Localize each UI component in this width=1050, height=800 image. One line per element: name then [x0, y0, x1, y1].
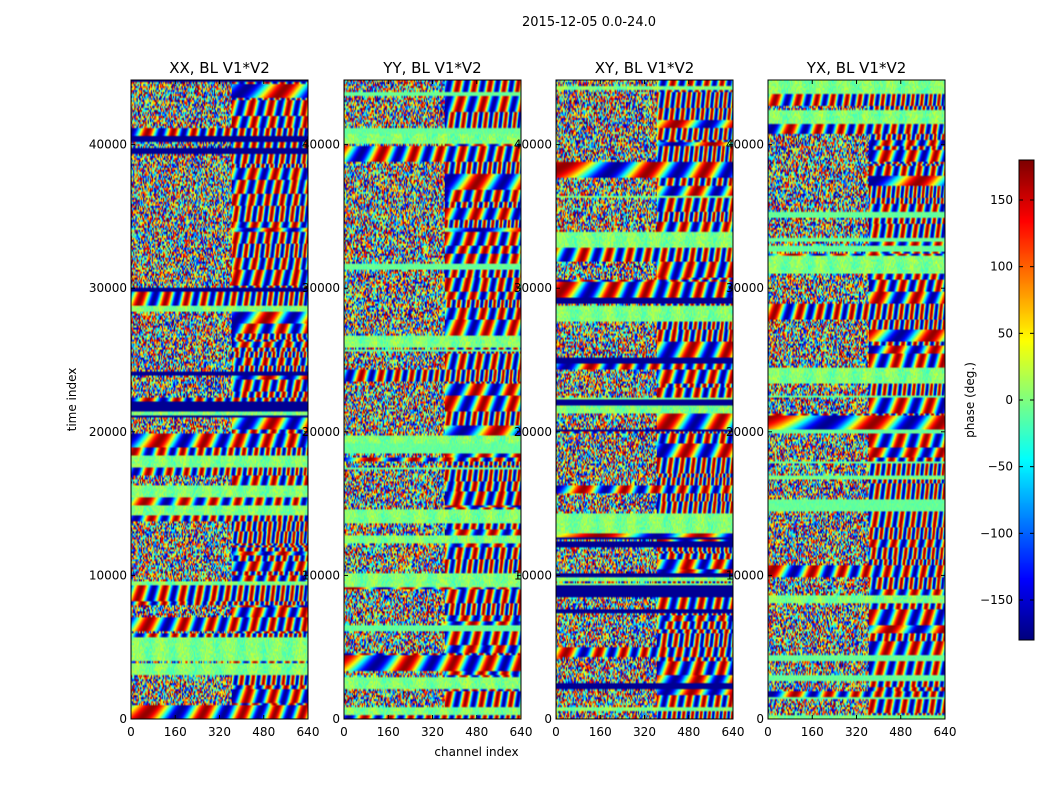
y-tick-label: 40000 — [514, 138, 552, 152]
y-tick-label: 0 — [544, 712, 552, 726]
y-tick-label: 30000 — [89, 281, 127, 295]
x-tick-label: 480 — [465, 725, 488, 739]
heatmap-image — [344, 80, 521, 719]
y-tick-label: 40000 — [726, 138, 764, 152]
panel-title: YY, BL V1*V2 — [382, 59, 481, 77]
x-tick-label: 160 — [801, 725, 824, 739]
x-tick-label: 480 — [889, 725, 912, 739]
colorbar-tick-label: −100 — [980, 526, 1013, 540]
panel-4: YX, BL V1*V2 0 160 320 480 640 0 10000 20000 3000… — [726, 59, 957, 739]
y-tick-label: 10000 — [726, 568, 764, 582]
x-tick-label: 160 — [589, 725, 612, 739]
y-tick-label: 0 — [756, 712, 764, 726]
x-tick-label: 320 — [845, 725, 868, 739]
y-tick-label: 20000 — [89, 425, 127, 439]
panel-3: XY, BL V1*V2 0 160 320 480 640 0 10000 20000 3000… — [514, 59, 745, 739]
x-tick-label: 640 — [722, 725, 745, 739]
panel-1: XX, BL V1*V2 0 160 320 480 640 0 10000 20000 3000… — [65, 59, 319, 739]
x-tick-label: 0 — [127, 725, 135, 739]
y-tick-label: 30000 — [302, 281, 340, 295]
y-tick-label: 30000 — [726, 281, 764, 295]
x-tick-label: 320 — [421, 725, 444, 739]
colorbar-tick-label: 100 — [990, 260, 1013, 274]
x-tick-label: 320 — [208, 725, 231, 739]
colorbar-tick-label: −50 — [988, 460, 1013, 474]
x-tick-label: 640 — [510, 725, 533, 739]
y-tick-label: 40000 — [89, 138, 127, 152]
x-tick-label: 480 — [252, 725, 275, 739]
x-tick-label: 0 — [764, 725, 772, 739]
figure-title: 2015-12-05 0.0-24.0 — [522, 15, 656, 30]
colorbar-tick-label: 50 — [998, 326, 1013, 340]
y-tick-label: 10000 — [89, 568, 127, 582]
y-tick-label: 10000 — [302, 568, 340, 582]
x-tick-label: 160 — [164, 725, 187, 739]
y-tick-label: 20000 — [726, 425, 764, 439]
panel-2: YY, BL V1*V2 0 160 320 480 640 0 10000 20000 3000… — [302, 59, 533, 759]
colorbar-gradient — [1019, 160, 1034, 640]
heatmap-image — [556, 80, 733, 719]
y-tick-label: 10000 — [514, 568, 552, 582]
panel-title: YX, BL V1*V2 — [806, 59, 907, 77]
heatmap-panels: XX, BL V1*V2 0 160 320 480 640 0 10000 20000 3000… — [65, 59, 956, 759]
y-axis-label: time index — [65, 368, 79, 432]
x-tick-label: 320 — [633, 725, 656, 739]
x-tick-label: 480 — [677, 725, 700, 739]
y-tick-label: 30000 — [514, 281, 552, 295]
colorbar-label: phase (deg.) — [963, 362, 977, 438]
colorbar-tick-label: −150 — [980, 593, 1013, 607]
x-tick-label: 160 — [377, 725, 400, 739]
heatmap-image — [131, 80, 308, 719]
y-tick-label: 0 — [119, 712, 127, 726]
colorbar-tick-label: 0 — [1005, 393, 1013, 407]
x-tick-label: 0 — [340, 725, 348, 739]
colorbar: −150 −100 −50 0 50 100 150 phase (deg.) — [963, 159, 1035, 641]
x-axis-label: channel index — [434, 745, 518, 759]
y-tick-label: 0 — [332, 712, 340, 726]
y-tick-label: 40000 — [302, 138, 340, 152]
x-tick-label: 640 — [934, 725, 957, 739]
colorbar-tick-label: 150 — [990, 193, 1013, 207]
y-tick-label: 20000 — [514, 425, 552, 439]
x-tick-label: 640 — [297, 725, 320, 739]
panel-title: XY, BL V1*V2 — [595, 59, 695, 77]
heatmap-image — [768, 80, 945, 719]
y-tick-label: 20000 — [302, 425, 340, 439]
panel-title: XX, BL V1*V2 — [169, 59, 270, 77]
x-tick-label: 0 — [552, 725, 560, 739]
